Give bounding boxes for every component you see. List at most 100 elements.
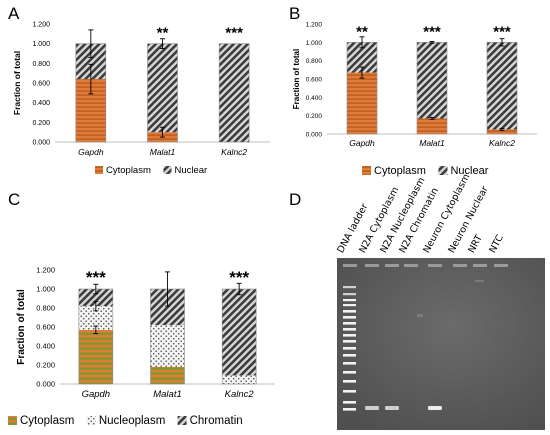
gel-well xyxy=(473,264,487,267)
ladder-band xyxy=(343,322,356,325)
ladder-band xyxy=(343,310,356,313)
legend-swatch-cytoplasm xyxy=(362,166,371,175)
panel-label-d: D xyxy=(289,190,302,209)
x-tick-label: Kalnc2 xyxy=(221,147,247,157)
sample-band xyxy=(385,406,399,410)
ladder-band xyxy=(343,354,356,357)
legend-label-cytoplasm: Cytoplasm xyxy=(106,165,151,176)
ladder-band xyxy=(343,299,356,302)
bar-segment-cytoplasm xyxy=(78,329,113,384)
gel-well xyxy=(428,264,442,267)
y-tick-label: 1.000 xyxy=(306,40,323,47)
y-tick-label: 0.400 xyxy=(306,95,323,102)
ladder-band xyxy=(343,347,356,350)
y-tick-label: 0.000 xyxy=(36,380,55,389)
bar-segment-cytoplasm xyxy=(150,366,185,384)
y-tick-label: 1.000 xyxy=(32,41,50,48)
gel-artifact xyxy=(417,314,423,317)
x-tick-label: Malat1 xyxy=(153,389,182,400)
bar-segment-cytoplasm xyxy=(417,118,447,134)
x-tick-label: Gapdh xyxy=(82,389,111,400)
ladder-band xyxy=(343,340,356,343)
significance-marker: *** xyxy=(423,23,441,40)
y-tick-label: 0.600 xyxy=(32,81,50,88)
ladder-band xyxy=(343,390,356,393)
y-tick-label: 0.400 xyxy=(32,100,50,107)
x-tick-label: Gapdh xyxy=(349,138,375,148)
gel-well xyxy=(365,264,379,267)
gel-lane-label: NTC xyxy=(487,233,506,255)
x-tick-label: Malat1 xyxy=(150,147,176,157)
significance-marker: *** xyxy=(86,268,106,287)
y-tick-label: 1.000 xyxy=(36,285,55,294)
legend-label-nucleoplasm: Nucleoplasm xyxy=(99,415,165,427)
legend-label-nuclear: Nuclear xyxy=(450,165,488,177)
legend-swatch-nucleoplasm xyxy=(86,416,96,425)
gel-well xyxy=(453,264,467,267)
bar-segment-cytoplasm xyxy=(487,129,517,134)
panel-label-c: C xyxy=(8,190,21,209)
ladder-band xyxy=(343,293,356,296)
ladder-band xyxy=(343,371,356,374)
gel-panel: DNA ladder N2A Cytoplasm N2A Nucleoplasm N2… xyxy=(300,172,550,435)
ladder-band xyxy=(343,304,356,307)
ladder-band xyxy=(343,362,356,365)
panel-label-b: B xyxy=(289,4,301,23)
ladder-band xyxy=(343,334,356,337)
y-tick-label: 0.000 xyxy=(32,140,50,147)
bar-segment-nucleoplasm xyxy=(150,325,185,367)
legend-label-nuclear: Nuclear xyxy=(174,165,207,176)
bar-segment-chromatin xyxy=(222,289,257,376)
y-tick-label: 0.200 xyxy=(36,361,55,370)
y-tick-label: 1.200 xyxy=(36,266,55,275)
bar-segment-nuclear xyxy=(219,43,250,142)
sample-band xyxy=(365,406,379,410)
bar-segment-nucleoplasm xyxy=(222,375,257,384)
y-tick-label: 0.600 xyxy=(306,77,323,84)
significance-marker: ** xyxy=(356,23,368,40)
y-tick-label: 0.400 xyxy=(36,342,55,351)
legend-swatch-chromatin xyxy=(177,416,187,425)
ladder-band xyxy=(343,328,356,331)
chart-panel-c: Fraction of total 0.000 0.200 0.400 0.600 0.8… xyxy=(8,266,275,427)
chart-panel-b: Fraction of total 0.000 0.200 0.400 0.600 0.8… xyxy=(292,22,537,177)
bar-segment-nuclear xyxy=(487,42,517,130)
gel-well xyxy=(385,264,399,267)
ladder-band xyxy=(343,316,356,319)
legend-label-cytoplasm: Cytoplasm xyxy=(20,415,74,427)
gel-lane-label: NRT xyxy=(466,233,485,255)
chart-panel-a: Fraction of total 0.000 0.200 0.400 0.600 0.8… xyxy=(12,22,270,176)
y-tick-label: 0.800 xyxy=(32,61,50,68)
x-tick-label: Malat1 xyxy=(419,138,445,148)
panel-label-a: A xyxy=(8,4,20,23)
legend-label-chromatin: Chromatin xyxy=(190,415,243,427)
gel-well xyxy=(494,264,508,267)
bar-segment-chromatin xyxy=(78,289,113,307)
y-tick-label: 0.000 xyxy=(306,132,323,139)
y-tick-label: 0.800 xyxy=(36,304,55,313)
significance-marker: *** xyxy=(229,268,249,287)
gel-well xyxy=(404,264,418,267)
gel-well xyxy=(343,264,357,267)
bar-segment-cytoplasm xyxy=(347,72,377,134)
ladder-band xyxy=(343,380,356,383)
gel-artifact xyxy=(475,280,484,282)
bar-segment-nucleoplasm xyxy=(78,306,113,330)
legend-swatch-cytoplasm xyxy=(8,416,17,425)
significance-marker: *** xyxy=(225,25,243,42)
x-tick-label: Kalnc2 xyxy=(225,389,255,400)
gel-background xyxy=(337,258,545,430)
legend-label-cytoplasm: Cytoplasm xyxy=(374,165,426,177)
y-tick-label: 0.800 xyxy=(306,58,323,65)
significance-marker: *** xyxy=(493,23,511,40)
y-axis-label: Fraction of total xyxy=(12,51,22,115)
y-tick-label: 1.200 xyxy=(32,22,50,29)
x-tick-label: Gapdh xyxy=(78,147,104,157)
legend-swatch-nuclear xyxy=(163,166,172,174)
bar-segment-nuclear xyxy=(417,42,447,119)
y-axis-label: Fraction of total xyxy=(292,49,301,109)
y-tick-label: 0.600 xyxy=(36,323,55,332)
legend-swatch-nuclear xyxy=(438,166,448,175)
ladder-band xyxy=(343,408,356,411)
bar-outline xyxy=(218,43,250,143)
